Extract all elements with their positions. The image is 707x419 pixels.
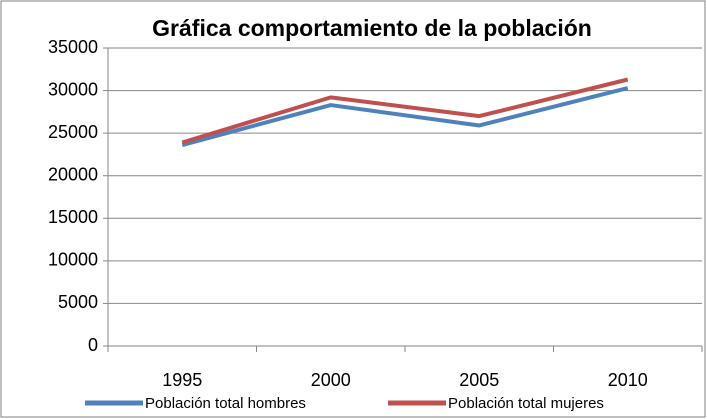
series-line: [181, 77, 629, 145]
x-tick-label: 1995: [162, 370, 202, 390]
legend-label: Población total mujeres: [448, 395, 604, 412]
x-tick-label: 2010: [608, 370, 648, 390]
y-tick-label: 25000: [48, 122, 98, 142]
y-tick-label: 5000: [58, 292, 98, 312]
y-tick-label: 15000: [48, 207, 98, 227]
y-tick-label: 35000: [48, 37, 98, 57]
chart-title: Gráfica comportamiento de la población: [152, 15, 592, 41]
x-tick-label: 2005: [459, 370, 499, 390]
x-tick-label: 2000: [311, 370, 351, 390]
y-tick-label: 10000: [48, 250, 98, 270]
y-tick-label: 30000: [48, 79, 98, 99]
y-tick-label: 20000: [48, 164, 98, 184]
y-tick-label: 0: [88, 335, 98, 355]
legend-label: Población total hombres: [145, 395, 306, 412]
series-line: [181, 86, 629, 147]
